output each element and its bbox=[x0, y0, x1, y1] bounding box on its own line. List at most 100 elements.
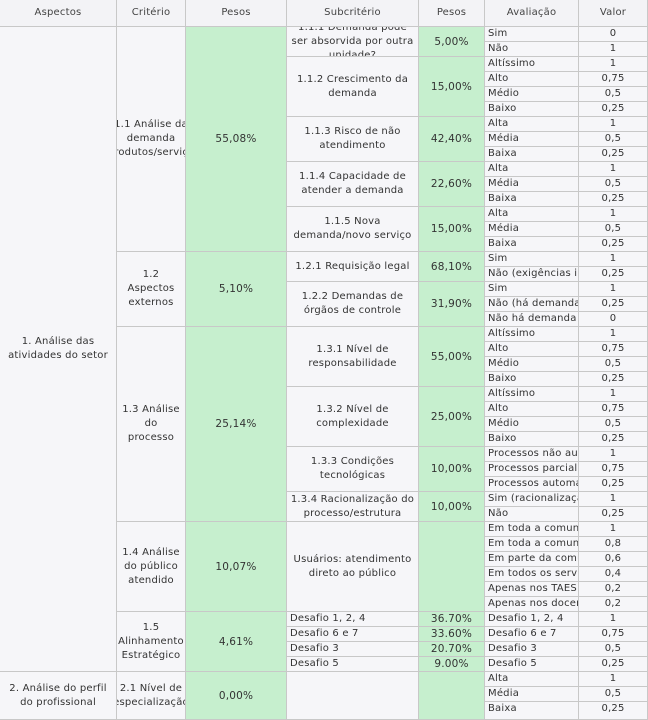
column-header: Aspectos bbox=[0, 0, 117, 27]
subcriterion-label: 1.3.1 Nível de responsabilidade bbox=[308, 343, 397, 369]
subcriterion-weight: 31,90% bbox=[419, 282, 485, 327]
value-number: 0,75 bbox=[601, 403, 625, 414]
desafio-weight-value: 36.70% bbox=[430, 613, 473, 625]
criterion-cell: 1.1 Análise da demanda produtos/serviço bbox=[117, 27, 186, 252]
value-cell: 0,25 bbox=[579, 267, 648, 282]
subcriterion-weight: 25,00% bbox=[419, 387, 485, 447]
evaluation-cell: Alto bbox=[485, 402, 579, 417]
value-number: 0,2 bbox=[604, 583, 622, 594]
evaluation-cell: Baixa bbox=[485, 192, 579, 207]
evaluation-label: Em toda a comunidade da... bbox=[488, 538, 579, 549]
evaluation-label: Não bbox=[488, 508, 509, 519]
evaluation-cell: Processos parcialmente... bbox=[485, 462, 579, 477]
value-cell: 0,5 bbox=[579, 357, 648, 372]
value-cell: 0,25 bbox=[579, 297, 648, 312]
value-cell: 1 bbox=[579, 327, 648, 342]
evaluation-label: Não (há demanda planejada e... bbox=[488, 298, 579, 309]
subcriterion-cell: 1.3.3 Condições tecnológicas bbox=[287, 447, 419, 492]
subcriterion-cell: 1.1.1 Demanda pode ser absorvida por out… bbox=[287, 27, 419, 57]
evaluation-label: Apenas nos docentes bbox=[488, 598, 578, 609]
subcriterion-cell: 1.1.5 Nova demanda/novo serviço bbox=[287, 207, 419, 252]
evaluation-label: Não (exigências internas ou estar... bbox=[488, 268, 578, 279]
subcriterion-weight: 42,40% bbox=[419, 117, 485, 162]
value-number: 0,2 bbox=[604, 598, 622, 609]
criterion-label: 1.5 Alinhamento Estratégico bbox=[118, 621, 184, 661]
evaluation-cell: Média bbox=[485, 177, 579, 192]
value-number: 0,5 bbox=[604, 418, 622, 429]
value-cell: 0,5 bbox=[579, 687, 648, 702]
value-number: 1 bbox=[609, 388, 617, 399]
evaluation-cell: Alta bbox=[485, 672, 579, 687]
value-number: 1 bbox=[609, 58, 617, 69]
evaluation-label: Média bbox=[488, 223, 520, 234]
evaluation-cell: Alto bbox=[485, 72, 579, 87]
evaluation-cell: Sim bbox=[485, 282, 579, 297]
evaluation-cell: Altíssimo bbox=[485, 387, 579, 402]
desafio-label: Desafio 5 bbox=[290, 658, 339, 669]
value-number: 1 bbox=[609, 163, 617, 174]
subcriterion-label: 1.1.4 Capacidade de atender a demanda bbox=[299, 171, 406, 196]
value-number: 1 bbox=[609, 523, 617, 534]
value-cell: 0,75 bbox=[579, 402, 648, 417]
evaluation-label: Médio bbox=[488, 358, 520, 369]
subcriterion-weight-value: 15,00% bbox=[430, 223, 473, 235]
value-cell: 0,25 bbox=[579, 477, 648, 492]
desafio-cell: Desafio 1, 2, 4 bbox=[287, 612, 419, 627]
subcriterion-weight: 5,00% bbox=[419, 27, 485, 57]
subcriterion-weight: 15,00% bbox=[419, 207, 485, 252]
subcriterion-cell: Usuários: atendimento direto ao público bbox=[287, 522, 419, 612]
criterion-label: 2.1 Nível de especialização bbox=[117, 682, 186, 708]
column-header: Pesos bbox=[186, 0, 287, 27]
evaluation-cell: Processos não automatizados bbox=[485, 447, 579, 462]
aspect-cell: 1. Análise das atividades do setor bbox=[0, 27, 117, 672]
value-number: 0,4 bbox=[604, 568, 622, 579]
evaluation-label: Baixo bbox=[488, 433, 517, 444]
criterion-weight-value: 5,10% bbox=[218, 283, 254, 295]
value-cell: 0,25 bbox=[579, 432, 648, 447]
evaluation-label: Alto bbox=[488, 73, 509, 84]
subcriterion-weight: 55,00% bbox=[419, 327, 485, 387]
value-cell: 0,5 bbox=[579, 177, 648, 192]
value-number: 0,5 bbox=[604, 133, 622, 144]
value-number: 0,25 bbox=[601, 148, 625, 159]
criterion-cell: 1.4 Análise do público atendido bbox=[117, 522, 186, 612]
subcriterion-label: 1.1.1 Demanda pode ser absorvida por out… bbox=[291, 27, 414, 57]
evaluation-cell: Alta bbox=[485, 117, 579, 132]
value-cell: 1 bbox=[579, 117, 648, 132]
evaluation-label: Altíssimo bbox=[488, 388, 536, 399]
evaluation-label: Desafio 5 bbox=[488, 658, 537, 669]
value-number: 0,75 bbox=[601, 73, 625, 84]
evaluation-label: Alto bbox=[488, 343, 509, 354]
subcriterion-weight-value: 10,00% bbox=[430, 463, 473, 475]
value-number: 0,6 bbox=[604, 553, 622, 564]
column-header: Subcritério bbox=[287, 0, 419, 27]
evaluation-cell: Desafio 1, 2, 4 bbox=[485, 612, 579, 627]
desafio-cell: Desafio 5 bbox=[287, 657, 419, 672]
criterion-weight: 5,10% bbox=[186, 252, 287, 327]
subcriterion-cell: 1.3.1 Nível de responsabilidade bbox=[287, 327, 419, 387]
evaluation-label: Média bbox=[488, 133, 520, 144]
evaluation-label: Processos parcialmente... bbox=[488, 463, 578, 474]
value-cell: 0,25 bbox=[579, 372, 648, 387]
column-header: Avaliação bbox=[485, 0, 579, 27]
value-cell: 0,5 bbox=[579, 132, 648, 147]
criterion-weight: 0,00% bbox=[186, 672, 287, 720]
evaluation-cell: Em toda a comunidade da... bbox=[485, 537, 579, 552]
subcriterion-cell: 1.3.4 Racionalização do processo/estrutu… bbox=[287, 492, 419, 522]
value-cell: 0,75 bbox=[579, 627, 648, 642]
evaluation-cell: Sim (racionalização/otim... bbox=[485, 492, 579, 507]
evaluation-cell: Em todos os servidores bbox=[485, 567, 579, 582]
value-cell: 1 bbox=[579, 492, 648, 507]
criterion-label: 1.2 Aspectos externos bbox=[127, 269, 175, 308]
subcriterion-label: 1.3.3 Condições tecnológicas bbox=[310, 456, 395, 481]
evaluation-label: Baixa bbox=[488, 148, 517, 159]
value-number: 0,75 bbox=[601, 343, 625, 354]
criterion-cell: 1.5 Alinhamento Estratégico bbox=[117, 612, 186, 672]
evaluation-label: Alta bbox=[488, 118, 509, 129]
criterion-weight-value: 55,08% bbox=[215, 133, 257, 145]
subcriterion-cell: 1.2.1 Requisição legal bbox=[287, 252, 419, 282]
subcriterion-label: 1.3.4 Racionalização do processo/estrutu… bbox=[290, 493, 415, 519]
evaluation-label: Alta bbox=[488, 208, 509, 219]
evaluation-cell: Média bbox=[485, 687, 579, 702]
